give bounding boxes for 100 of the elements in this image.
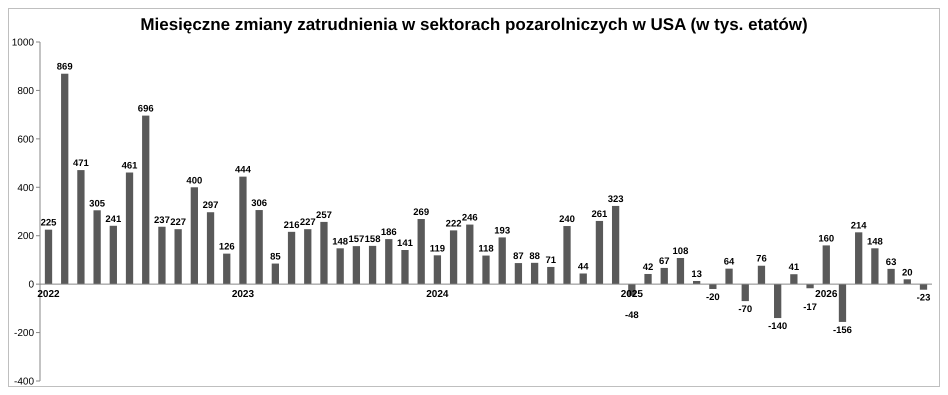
data-label: -48 (624, 310, 639, 321)
data-label: 471 (72, 158, 90, 170)
data-label: 246 (462, 212, 478, 224)
data-label: 240 (559, 214, 575, 226)
bar (44, 230, 52, 284)
data-label: 257 (316, 210, 332, 221)
bar (725, 268, 733, 284)
data-label: 160 (818, 233, 834, 244)
bar (774, 284, 782, 318)
chart-title: Miesięczne zmiany zatrudnienia w sektorach pozarolniczych w USA (w tys. etatów) (140, 15, 808, 34)
y-tick-label: -400 (14, 376, 34, 388)
bar (822, 245, 830, 284)
bar (174, 229, 182, 284)
data-label: 227 (300, 217, 316, 228)
data-label: 148 (332, 236, 348, 248)
data-label: 237 (154, 214, 170, 226)
data-label: 297 (202, 200, 218, 212)
data-label: 323 (608, 194, 624, 205)
bar (887, 268, 895, 284)
bar (77, 170, 85, 284)
data-label: 148 (866, 236, 883, 248)
data-label: 126 (218, 242, 235, 253)
data-label: 227 (170, 217, 186, 228)
data-label: -20 (706, 292, 720, 303)
data-label: 214 (850, 220, 868, 232)
data-label: 87 (513, 251, 524, 262)
x-tick-label: 2024 (426, 289, 449, 300)
bar (660, 268, 668, 284)
bar (385, 239, 392, 284)
bar (838, 284, 846, 322)
bar (320, 222, 328, 284)
bar (742, 284, 749, 302)
data-label: 216 (284, 220, 300, 231)
data-label: 186 (380, 227, 397, 238)
y-tick-label: -200 (14, 328, 34, 340)
bar (790, 274, 798, 284)
y-tick-label: 0 (28, 280, 34, 291)
bar (61, 74, 68, 284)
data-label: -140 (768, 321, 788, 332)
bar (336, 248, 344, 284)
bar (563, 226, 571, 284)
bar (272, 264, 279, 284)
bar (806, 284, 814, 288)
bar (530, 262, 538, 284)
bar (304, 229, 312, 284)
data-label: 444 (235, 164, 252, 176)
x-tick-label: 2023 (232, 289, 255, 300)
data-label: 869 (56, 62, 73, 73)
bar (871, 248, 879, 284)
bar (142, 116, 150, 284)
y-tick-label: 1000 (12, 38, 34, 48)
data-label: 42 (642, 262, 654, 273)
bar (612, 206, 620, 284)
bar (239, 176, 247, 284)
bar (158, 226, 166, 284)
data-label: 64 (724, 256, 736, 268)
bar (644, 274, 652, 284)
data-label: 269 (413, 207, 430, 218)
data-label: 400 (186, 175, 202, 186)
y-tick-label: 800 (17, 86, 34, 97)
data-label: 158 (364, 234, 381, 245)
data-label: -23 (916, 292, 930, 304)
data-label: 13 (691, 268, 702, 280)
data-label: -17 (803, 302, 817, 314)
bar (256, 210, 263, 284)
bar (498, 237, 506, 284)
data-label: 119 (430, 243, 446, 254)
bar (547, 266, 554, 284)
bar (450, 230, 458, 284)
data-label: 141 (397, 238, 414, 249)
data-label: 696 (138, 104, 154, 115)
bar (126, 172, 134, 284)
data-label: 118 (478, 244, 494, 255)
data-label: 76 (756, 254, 767, 265)
bar (434, 255, 442, 284)
data-label: 225 (40, 218, 58, 229)
bar (418, 219, 425, 284)
data-label: 41 (788, 262, 800, 274)
data-label: 305 (89, 198, 106, 210)
data-label: 63 (886, 256, 896, 268)
data-label: 241 (105, 214, 122, 225)
data-label: 20 (902, 267, 913, 278)
x-tick-label: 2026 (815, 289, 838, 300)
bar (466, 224, 474, 284)
x-tick-label: 2025 (620, 289, 644, 300)
bar (352, 246, 360, 284)
bar (401, 250, 409, 284)
data-label: -70 (738, 304, 752, 316)
bar (368, 246, 376, 284)
bar (482, 256, 490, 284)
bar (596, 220, 604, 284)
data-label: -156 (832, 324, 852, 336)
y-tick-label: 600 (17, 134, 34, 146)
data-label: 44 (578, 261, 590, 272)
bar (288, 232, 296, 284)
data-label: 261 (591, 208, 608, 220)
data-label: 157 (348, 234, 364, 246)
y-tick-label: 200 (17, 231, 34, 242)
bar (758, 266, 766, 284)
bar (190, 187, 198, 284)
